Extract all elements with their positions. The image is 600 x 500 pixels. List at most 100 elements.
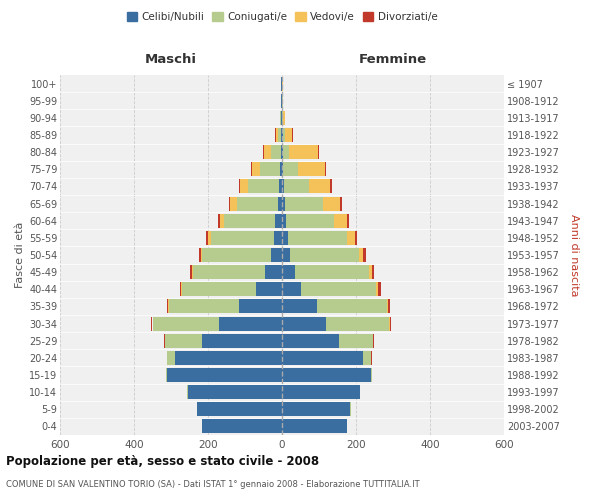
Bar bbox=[281, 145, 282, 159]
Bar bbox=[239, 300, 282, 314]
Bar bbox=[359, 248, 363, 262]
Bar bbox=[282, 196, 285, 210]
Bar bbox=[188, 385, 282, 399]
Bar bbox=[165, 334, 166, 347]
Bar bbox=[263, 145, 264, 159]
Bar bbox=[340, 196, 341, 210]
Bar bbox=[220, 214, 224, 228]
Y-axis label: Fasce di età: Fasce di età bbox=[14, 222, 25, 288]
Bar bbox=[281, 111, 282, 125]
Bar bbox=[325, 162, 326, 176]
Bar bbox=[208, 231, 211, 245]
Bar bbox=[282, 351, 364, 365]
Bar bbox=[260, 162, 280, 176]
Bar bbox=[282, 334, 340, 347]
Bar bbox=[289, 145, 318, 159]
Bar bbox=[278, 196, 282, 210]
Bar bbox=[271, 145, 281, 159]
Bar bbox=[390, 316, 391, 330]
Bar bbox=[369, 265, 372, 279]
Bar bbox=[230, 196, 237, 210]
Bar bbox=[166, 334, 202, 347]
Bar bbox=[182, 282, 256, 296]
Bar bbox=[309, 180, 331, 194]
Bar bbox=[376, 282, 378, 296]
Bar bbox=[373, 334, 374, 347]
Bar bbox=[264, 145, 271, 159]
Bar bbox=[347, 231, 355, 245]
Bar bbox=[275, 214, 282, 228]
Bar bbox=[388, 300, 389, 314]
Bar bbox=[219, 316, 282, 330]
Bar bbox=[298, 162, 325, 176]
Bar bbox=[187, 385, 188, 399]
Text: COMUNE DI SAN VALENTINO TORIO (SA) - Dati ISTAT 1° gennaio 2008 - Elaborazione T: COMUNE DI SAN VALENTINO TORIO (SA) - Dat… bbox=[6, 480, 419, 489]
Bar bbox=[199, 248, 200, 262]
Bar bbox=[265, 265, 282, 279]
Bar bbox=[347, 214, 349, 228]
Bar bbox=[179, 282, 181, 296]
Bar bbox=[363, 248, 365, 262]
Bar bbox=[211, 231, 274, 245]
Bar bbox=[190, 265, 192, 279]
Bar bbox=[202, 248, 271, 262]
Bar bbox=[355, 231, 358, 245]
Bar bbox=[282, 128, 283, 142]
Bar bbox=[280, 162, 282, 176]
Bar bbox=[283, 128, 285, 142]
Bar bbox=[251, 162, 260, 176]
Bar bbox=[282, 214, 286, 228]
Bar bbox=[229, 196, 230, 210]
Bar bbox=[389, 316, 390, 330]
Bar bbox=[278, 128, 281, 142]
Bar bbox=[284, 180, 309, 194]
Bar bbox=[181, 282, 182, 296]
Bar bbox=[193, 265, 265, 279]
Bar bbox=[282, 282, 301, 296]
Bar bbox=[282, 231, 287, 245]
Bar bbox=[151, 316, 152, 330]
Bar bbox=[301, 282, 376, 296]
Bar bbox=[360, 385, 361, 399]
Bar bbox=[371, 368, 372, 382]
Bar bbox=[282, 385, 360, 399]
Bar bbox=[287, 231, 347, 245]
Bar bbox=[334, 214, 347, 228]
Bar bbox=[282, 265, 295, 279]
Text: Popolazione per età, sesso e stato civile - 2008: Popolazione per età, sesso e stato civil… bbox=[6, 455, 319, 468]
Bar bbox=[192, 265, 193, 279]
Bar bbox=[282, 420, 347, 434]
Bar bbox=[167, 300, 169, 314]
Bar bbox=[237, 196, 278, 210]
Bar bbox=[239, 180, 240, 194]
Text: Femmine: Femmine bbox=[359, 54, 427, 66]
Bar bbox=[166, 368, 167, 382]
Bar bbox=[282, 316, 326, 330]
Bar bbox=[274, 231, 282, 245]
Bar bbox=[282, 300, 317, 314]
Bar bbox=[271, 248, 282, 262]
Bar bbox=[378, 282, 381, 296]
Bar bbox=[202, 420, 282, 434]
Bar bbox=[364, 351, 371, 365]
Bar bbox=[295, 265, 369, 279]
Bar bbox=[206, 231, 208, 245]
Bar bbox=[323, 196, 340, 210]
Bar bbox=[281, 76, 282, 90]
Bar bbox=[317, 300, 387, 314]
Bar bbox=[286, 214, 334, 228]
Bar bbox=[285, 196, 323, 210]
Bar bbox=[202, 334, 282, 347]
Bar bbox=[256, 282, 282, 296]
Bar bbox=[387, 300, 388, 314]
Bar bbox=[167, 368, 282, 382]
Bar bbox=[175, 351, 282, 365]
Bar bbox=[326, 316, 389, 330]
Bar bbox=[283, 111, 285, 125]
Bar bbox=[152, 316, 219, 330]
Bar bbox=[282, 368, 371, 382]
Bar bbox=[276, 128, 278, 142]
Bar bbox=[282, 248, 290, 262]
Bar bbox=[197, 402, 282, 416]
Bar bbox=[281, 94, 282, 108]
